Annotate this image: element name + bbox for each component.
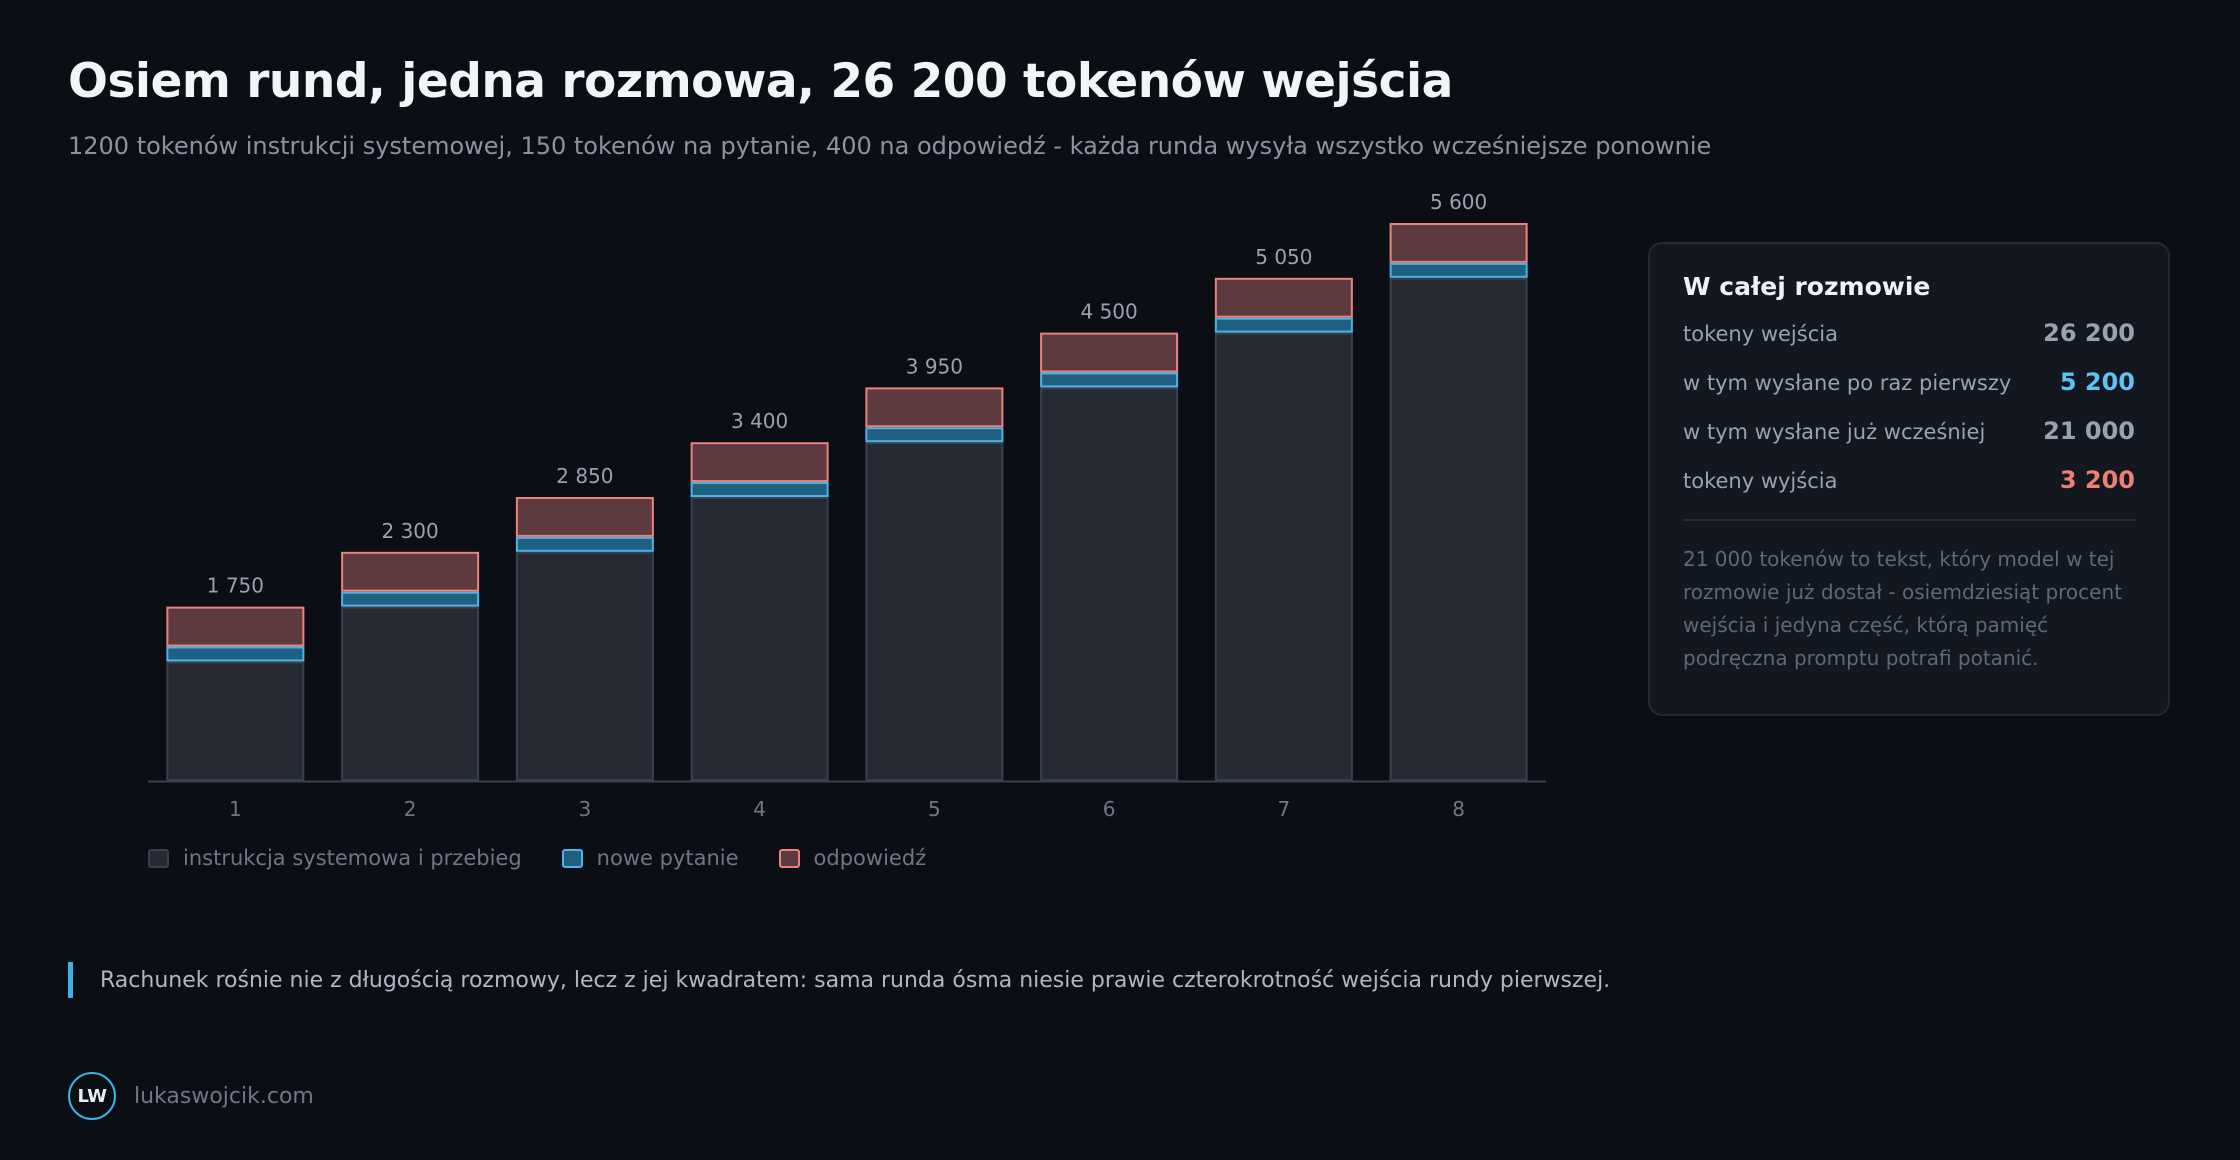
bar-segment-base [515, 551, 654, 781]
bar-segment-base [166, 661, 305, 782]
panel-divider [1683, 519, 2135, 521]
stat-value: 5 200 [2059, 368, 2135, 396]
bar-total-label: 3 950 [906, 354, 963, 378]
stat-row-input: tokeny wejścia 26 200 [1683, 319, 2135, 368]
bar-segment-answer [690, 442, 829, 483]
stat-value: 26 200 [2043, 319, 2135, 347]
bar-segment-answer [1389, 223, 1528, 263]
bar-segment-base [1040, 387, 1179, 781]
bar-total-label: 5 050 [1255, 245, 1312, 269]
stat-row-first-sent: w tym wysłane po raz pierwszy 5 200 [1683, 368, 2135, 417]
x-tick-label: 1 [229, 797, 242, 821]
stacked-bar-chart: 1 750 1 2 300 2 2 850 3 3 400 4 3 950 5 4 500 6 5 05… [148, 190, 1546, 821]
bar-segment-question [690, 482, 829, 498]
stat-label: tokeny wyjścia [1683, 469, 1838, 493]
x-tick-label: 3 [579, 797, 592, 821]
bar-segment-question [341, 591, 480, 607]
footer: LW lukaswojcik.com [68, 1072, 314, 1120]
chart-subtitle: 1200 tokenów instrukcji systemowej, 150 … [68, 132, 1712, 160]
bar-segment-answer [341, 551, 480, 592]
stat-value: 3 200 [2059, 466, 2135, 494]
legend-label-answer: odpowiedź [813, 846, 927, 870]
stat-label: w tym wysłane po raz pierwszy [1683, 371, 2012, 395]
legend-swatch-question [561, 848, 583, 868]
bar-segment-question [166, 646, 305, 662]
bar-total-label: 4 500 [1080, 300, 1137, 324]
legend-item-base: instrukcja systemowa i przebieg [148, 846, 522, 870]
bar-segment-answer [515, 497, 654, 537]
stat-row-resent: w tym wysłane już wcześniej 21 000 [1683, 417, 2135, 466]
bar-total-label: 2 300 [381, 519, 438, 543]
legend-swatch-base [148, 848, 169, 868]
bar-total-label: 3 400 [731, 409, 788, 433]
callout-text: Rachunek rośnie nie z długością rozmowy,… [100, 967, 1611, 993]
legend-label-base: instrukcja systemowa i przebieg [183, 846, 522, 870]
bar-segment-answer [1040, 332, 1179, 373]
bar-segment-base [1214, 332, 1353, 781]
bar-segment-base [690, 497, 829, 781]
bar-segment-answer [166, 606, 305, 647]
bar-segment-base [341, 606, 480, 781]
legend-item-answer: odpowiedź [778, 846, 927, 870]
bar-segment-answer [1214, 277, 1353, 318]
legend-label-question: nowe pytanie [596, 846, 739, 870]
stat-label: w tym wysłane już wcześniej [1683, 420, 1986, 444]
chart-title: Osiem rund, jedna rozmowa, 26 200 tokenó… [68, 54, 1453, 109]
x-tick-label: 4 [753, 797, 766, 821]
summary-panel: W całej rozmowie tokeny wejścia 26 200 w… [1648, 242, 2170, 716]
bar-total-label: 1 750 [207, 574, 264, 598]
legend-swatch-answer [778, 848, 800, 868]
x-tick-label: 2 [404, 797, 417, 821]
stat-label: tokeny wejścia [1683, 322, 1838, 346]
x-tick-label: 7 [1278, 797, 1291, 821]
bar-total-label: 5 600 [1430, 190, 1487, 214]
x-tick-label: 6 [1103, 797, 1116, 821]
bar-segment-answer [865, 387, 1004, 428]
footer-site-link[interactable]: lukaswojcik.com [134, 1083, 314, 1109]
legend-item-question: nowe pytanie [561, 846, 739, 870]
stat-row-output: tokeny wyjścia 3 200 [1683, 466, 2135, 515]
bar-segment-question [865, 427, 1004, 443]
callout: Rachunek rośnie nie z długością rozmowy,… [68, 962, 1610, 998]
bar-segment-base [1389, 277, 1528, 781]
bar-segment-question [515, 536, 654, 552]
logo: LW [68, 1072, 116, 1120]
bar-segment-question [1389, 262, 1528, 278]
panel-note: 21 000 tokenów to tekst, który model w t… [1683, 547, 2122, 670]
chart-legend: instrukcja systemowa i przebieg nowe pyt… [148, 846, 926, 870]
x-tick-label: 8 [1452, 797, 1465, 821]
bar-segment-base [865, 442, 1004, 781]
summary-panel-title: W całej rozmowie [1683, 272, 1931, 301]
x-tick-label: 5 [928, 797, 941, 821]
stat-value: 21 000 [2043, 417, 2135, 445]
bar-total-label: 2 850 [556, 464, 613, 488]
bar-segment-question [1214, 317, 1353, 333]
bar-segment-question [1040, 372, 1179, 388]
